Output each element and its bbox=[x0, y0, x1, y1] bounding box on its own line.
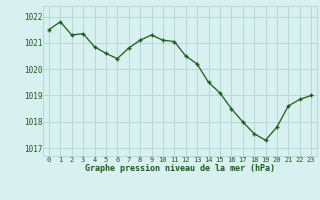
X-axis label: Graphe pression niveau de la mer (hPa): Graphe pression niveau de la mer (hPa) bbox=[85, 164, 275, 173]
